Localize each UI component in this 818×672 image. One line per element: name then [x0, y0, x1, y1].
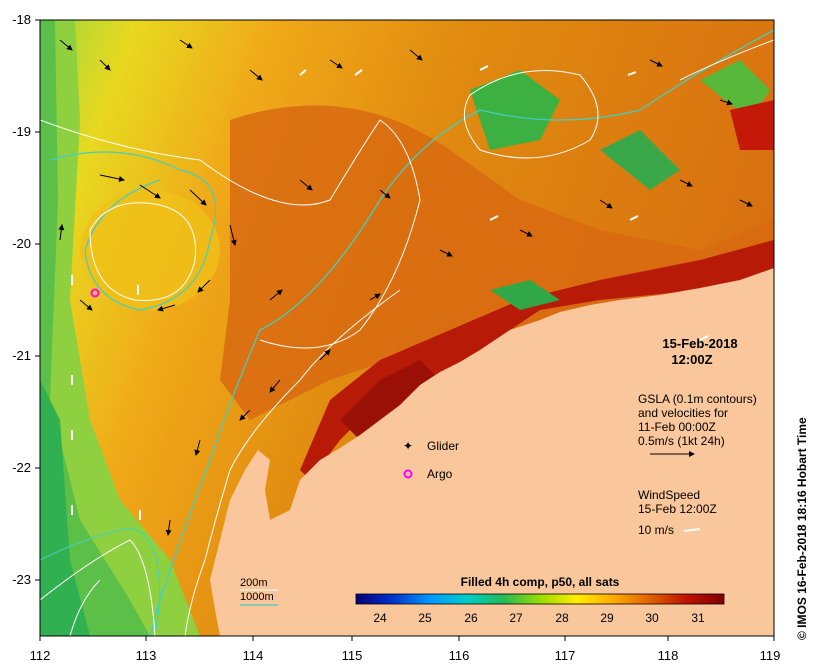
- lat-tick-label: -18: [12, 12, 31, 27]
- wind-legend-line: 10 m/s: [638, 523, 674, 537]
- longitude-axis: 112 113 114 115 116 117 118 119: [30, 648, 781, 663]
- glider-label: Glider: [427, 439, 459, 453]
- colorbar: Filled 4h comp, p50, all sats 24 25 26 2…: [355, 575, 725, 625]
- velocity-arrows: [58, 39, 753, 536]
- colorbar-title: Filled 4h comp, p50, all sats: [461, 575, 620, 589]
- argo-legend-icon: [403, 469, 413, 479]
- time-title: 12:00Z: [671, 352, 712, 367]
- wind-scale-arrow: [683, 528, 701, 532]
- colorbar-tick-label: 27: [509, 611, 523, 625]
- gsla-contours: [40, 39, 774, 636]
- lon-tick-label: 114: [243, 648, 264, 663]
- lon-tick-label: 118: [658, 648, 679, 663]
- land-mass: [210, 268, 774, 636]
- date-title: 15-Feb-2018: [662, 336, 737, 351]
- lat-tick-label: -22: [12, 460, 31, 475]
- glider-icon: ✦: [403, 439, 413, 453]
- tick-marks: [35, 19, 775, 641]
- lon-tick-label: 116: [449, 648, 470, 663]
- colorbar-tick-label: 24: [373, 611, 387, 625]
- lat-tick-label: -23: [12, 572, 31, 587]
- colorbar-tick-label: 28: [555, 611, 569, 625]
- wind-legend: WindSpeed 15-Feb 12:00Z 10 m/s: [638, 488, 717, 537]
- colorbar-tick-label: 29: [600, 611, 614, 625]
- lat-tick-label: -21: [12, 348, 31, 363]
- isobaths: [40, 29, 774, 636]
- latitude-axis: -18 -19 -20 -21 -22 -23: [12, 12, 31, 587]
- gsla-legend-line: GSLA (0.1m contours): [638, 392, 757, 406]
- lon-tick-label: 115: [342, 648, 363, 663]
- lon-tick-label: 112: [30, 648, 51, 663]
- map-frame: [39, 19, 775, 637]
- wind-legend-line: WindSpeed: [638, 488, 700, 502]
- argo-label: Argo: [427, 467, 453, 481]
- credit-text: © IMOS 16-Feb-2018 18:16 Hobart Time: [795, 417, 809, 640]
- depth-1000-label: 1000m: [240, 591, 274, 603]
- isobath-200m: [184, 289, 401, 636]
- lat-tick-label: -20: [12, 236, 31, 251]
- colorbar-tick-label: 31: [691, 611, 705, 625]
- wind-arrows: [71, 65, 709, 520]
- lon-tick-label: 113: [136, 648, 157, 663]
- gsla-legend-line: and velocities for: [638, 406, 728, 420]
- lon-tick-label: 119: [760, 648, 781, 663]
- depth-200-label: 200m: [240, 577, 268, 589]
- gsla-legend-line: 11-Feb 00:00Z: [638, 420, 716, 434]
- colorbar-gradient: [355, 593, 725, 605]
- isobath-1000m: [149, 29, 774, 636]
- colorbar-tick-label: 25: [418, 611, 432, 625]
- colorbar-tick-label: 30: [645, 611, 659, 625]
- colorbar-tick-label: 26: [464, 611, 478, 625]
- lat-tick-label: -19: [12, 124, 31, 139]
- argo-marker: [90, 288, 100, 298]
- lon-tick-label: 117: [555, 648, 576, 663]
- gsla-legend: GSLA (0.1m contours) and velocities for …: [638, 392, 757, 457]
- depth-legend: 200m 1000m: [240, 577, 278, 606]
- wind-legend-line: 15-Feb 12:00Z: [638, 502, 717, 516]
- gsla-legend-line: 0.5m/s (1kt 24h): [638, 434, 725, 448]
